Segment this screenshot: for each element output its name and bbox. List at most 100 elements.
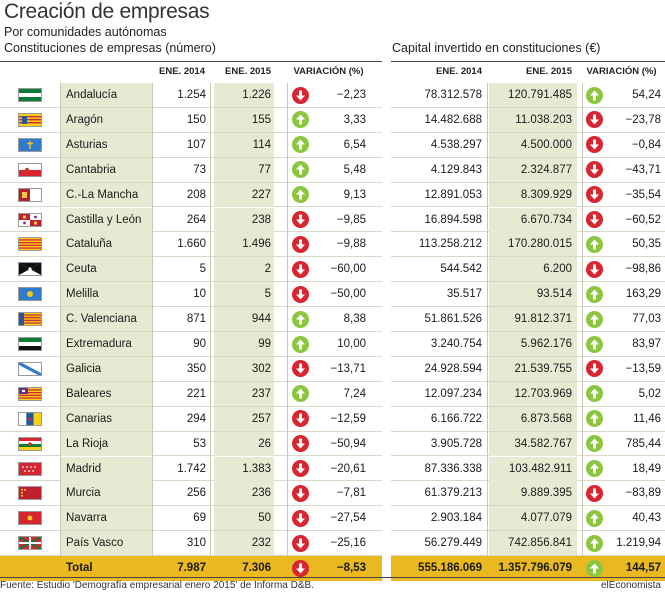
capital-2014: 14.482.688 <box>424 113 482 126</box>
companies-2015: 1.496 <box>242 238 271 251</box>
region-cell-bg <box>60 207 152 232</box>
companies-2015: 236 <box>251 487 271 500</box>
capital-variation: −83,89 <box>625 487 662 500</box>
companies-2015-cell-bg <box>214 531 274 556</box>
capital-2015-cell-bg <box>489 157 577 182</box>
page-subtitle: Por comunidades autónomas <box>4 25 167 39</box>
companies-2015: 257 <box>251 412 271 425</box>
capital-2014: 544.542 <box>440 263 482 276</box>
companies-2015-cell-bg <box>214 232 274 257</box>
arrow-down-icon <box>292 509 309 527</box>
companies-2015: 1.383 <box>242 462 271 475</box>
capital-2015-cell-bg <box>489 481 577 506</box>
capital-2015: 1.357.796.079 <box>498 562 572 575</box>
capital-2015-cell-bg <box>489 332 577 356</box>
companies-2014: 10 <box>193 288 206 301</box>
table-row-capital: 4.129.843 2.324.877 −43,71 <box>391 157 665 183</box>
table-row-companies: Castilla y León 264 238 −9,85 <box>0 207 382 233</box>
capital-2014: 12.891.053 <box>424 188 482 201</box>
brand-credit: elEconomista <box>600 580 661 591</box>
capital-variation: −60,52 <box>625 213 662 226</box>
table-row-capital: 87.336.338 103.482.911 18,49 <box>391 456 665 482</box>
region-name: Canarias <box>66 412 113 425</box>
capital-2015: 21.539.755 <box>514 362 572 375</box>
arrow-up-icon <box>292 111 309 129</box>
region-name: Baleares <box>66 387 112 400</box>
arrow-up-icon <box>586 285 603 303</box>
companies-2015-cell-bg <box>214 132 274 157</box>
castilla-la-mancha-flag-icon <box>18 187 42 202</box>
arrow-up-icon <box>586 310 603 328</box>
companies-2014: 53 <box>193 437 206 450</box>
arrow-up-icon <box>586 460 603 477</box>
region-cell-bg <box>60 132 152 157</box>
capital-variation: 18,49 <box>632 462 661 475</box>
capital-2015-cell-bg <box>489 207 577 232</box>
table-row-companies: Aragón 150 155 3,33 <box>0 107 382 133</box>
companies-2015: 7.306 <box>242 562 271 575</box>
region-cell-bg <box>60 307 152 332</box>
table-row-companies: Murcia 256 236 −7,81 <box>0 481 382 507</box>
table-row-companies: Melilla 10 5 −50,00 <box>0 282 382 308</box>
table-row-companies: Madrid 1.742 1.383 −20,61 <box>0 456 382 482</box>
cantabria-flag-icon <box>18 162 42 177</box>
capital-2015-cell-bg <box>489 456 577 481</box>
arrow-down-icon <box>586 161 603 179</box>
header-cap-variation: VARIACIÓN (%) <box>586 66 657 77</box>
arrow-down-icon <box>586 360 603 378</box>
capital-2015-cell-bg <box>489 406 577 431</box>
capital-variation: −0,84 <box>631 138 661 151</box>
capital-2014: 61.379.213 <box>424 487 482 500</box>
region-name: Total <box>66 562 93 575</box>
column-divider <box>60 83 61 556</box>
region-name: C. Valenciana <box>66 313 137 326</box>
arrow-down-icon <box>292 211 309 228</box>
capital-2015: 6.670.734 <box>520 213 572 226</box>
table-row-capital: 12.097.234 12.703.969 5,02 <box>391 381 665 407</box>
companies-2015: 99 <box>258 338 271 350</box>
capital-variation: 785,44 <box>625 437 661 450</box>
pais-vasco-flag-icon <box>18 536 42 551</box>
companies-variation: −9,85 <box>336 213 366 226</box>
companies-variation: −60,00 <box>330 263 367 276</box>
companies-variation: 3,33 <box>343 113 366 126</box>
companies-variation: 7,24 <box>343 387 366 400</box>
capital-2014: 6.166.722 <box>430 412 482 425</box>
companies-2014: 264 <box>186 213 206 226</box>
table-row-capital: 61.379.213 9.889.395 −83,89 <box>391 481 665 507</box>
companies-variation: −50,00 <box>330 288 367 301</box>
arrow-up-icon <box>292 310 309 328</box>
region-cell-bg <box>60 481 152 506</box>
region-name: Aragón <box>66 113 104 126</box>
arrow-down-icon <box>292 285 309 303</box>
companies-2015-cell-bg <box>214 257 274 282</box>
arrow-up-icon <box>586 385 603 403</box>
companies-2014: 73 <box>193 163 206 176</box>
table-row-capital: 56.279.449 742.856.841 1.219,94 <box>391 531 665 557</box>
valenciana-flag-icon <box>18 312 42 327</box>
companies-2014: 1.742 <box>177 462 206 475</box>
companies-2014: 310 <box>186 537 206 550</box>
arrow-up-icon <box>292 385 309 403</box>
companies-2014: 294 <box>186 412 206 425</box>
capital-2015-cell-bg <box>489 531 577 556</box>
melilla-flag-icon <box>18 287 42 302</box>
left-section-title: Constituciones de empresas (número) <box>4 41 216 55</box>
arrow-down-icon <box>292 235 309 253</box>
column-divider <box>487 83 488 556</box>
aragon-flag-icon <box>18 112 42 127</box>
companies-2015-cell-bg <box>214 381 274 406</box>
companies-2015: 1.226 <box>242 89 271 101</box>
capital-2015: 6.873.568 <box>520 412 572 425</box>
companies-2015-cell-bg <box>214 282 274 307</box>
companies-2015-cell-bg <box>214 406 274 431</box>
region-cell-bg <box>60 257 152 282</box>
capital-2015: 34.582.767 <box>514 437 572 450</box>
companies-2015-cell-bg <box>214 207 274 232</box>
companies-2014: 150 <box>186 113 206 126</box>
region-cell-bg <box>60 83 152 107</box>
companies-variation: 10,00 <box>337 338 366 350</box>
table-row-companies: Cantabria 73 77 5,48 <box>0 157 382 183</box>
companies-variation: 6,54 <box>343 138 366 151</box>
la-rioja-flag-icon <box>18 436 42 451</box>
